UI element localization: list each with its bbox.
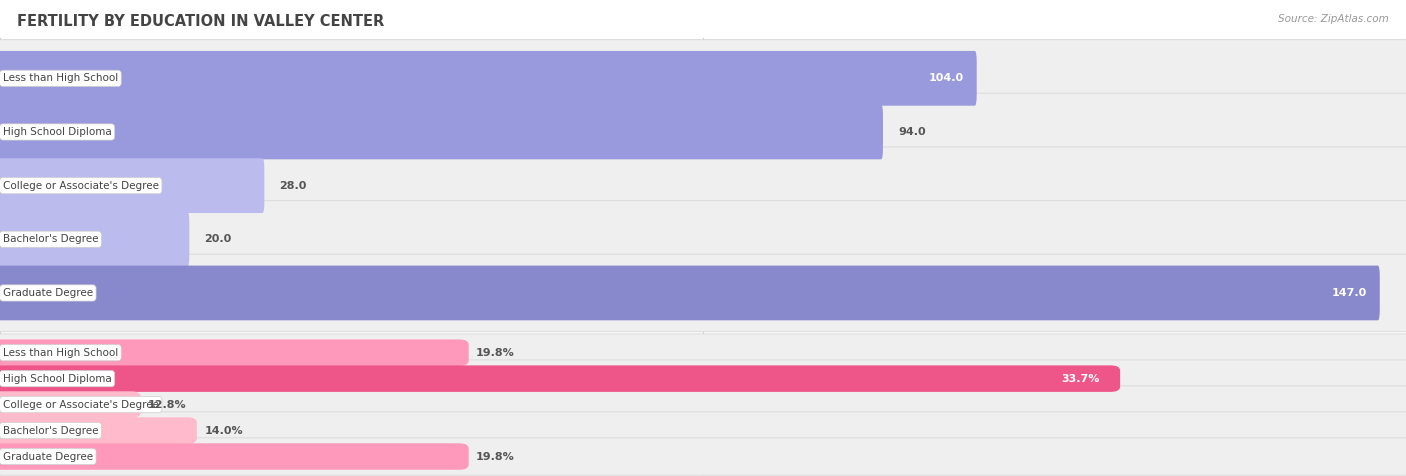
FancyBboxPatch shape xyxy=(0,391,141,418)
Text: 12.8%: 12.8% xyxy=(148,399,187,410)
Text: 19.8%: 19.8% xyxy=(477,347,515,357)
FancyBboxPatch shape xyxy=(0,51,977,106)
Text: 94.0: 94.0 xyxy=(898,127,925,137)
FancyBboxPatch shape xyxy=(0,443,468,470)
Text: FERTILITY BY EDUCATION IN VALLEY CENTER: FERTILITY BY EDUCATION IN VALLEY CENTER xyxy=(17,14,384,30)
Text: 14.0%: 14.0% xyxy=(204,426,243,436)
FancyBboxPatch shape xyxy=(0,200,1406,278)
Text: Bachelor's Degree: Bachelor's Degree xyxy=(3,234,98,244)
FancyBboxPatch shape xyxy=(0,386,1406,423)
FancyBboxPatch shape xyxy=(0,339,468,366)
Text: 104.0: 104.0 xyxy=(928,73,963,83)
FancyBboxPatch shape xyxy=(0,366,1121,392)
Text: 20.0: 20.0 xyxy=(204,234,232,244)
Text: Less than High School: Less than High School xyxy=(3,73,118,83)
FancyBboxPatch shape xyxy=(0,105,883,159)
Text: 147.0: 147.0 xyxy=(1331,288,1367,298)
Text: College or Associate's Degree: College or Associate's Degree xyxy=(3,180,159,191)
FancyBboxPatch shape xyxy=(0,360,1406,397)
Text: 33.7%: 33.7% xyxy=(1062,374,1099,384)
Text: Source: ZipAtlas.com: Source: ZipAtlas.com xyxy=(1278,14,1389,24)
FancyBboxPatch shape xyxy=(0,40,1406,117)
Text: Graduate Degree: Graduate Degree xyxy=(3,452,93,462)
FancyBboxPatch shape xyxy=(0,334,1406,371)
FancyBboxPatch shape xyxy=(0,93,1406,171)
Text: Graduate Degree: Graduate Degree xyxy=(3,288,93,298)
FancyBboxPatch shape xyxy=(0,212,190,267)
Text: Bachelor's Degree: Bachelor's Degree xyxy=(3,426,98,436)
FancyBboxPatch shape xyxy=(0,254,1406,332)
Text: College or Associate's Degree: College or Associate's Degree xyxy=(3,399,159,410)
Text: 19.8%: 19.8% xyxy=(477,452,515,462)
FancyBboxPatch shape xyxy=(0,266,1379,320)
FancyBboxPatch shape xyxy=(0,417,197,444)
Text: Less than High School: Less than High School xyxy=(3,347,118,357)
FancyBboxPatch shape xyxy=(0,438,1406,475)
Text: High School Diploma: High School Diploma xyxy=(3,127,111,137)
FancyBboxPatch shape xyxy=(0,159,264,213)
Text: High School Diploma: High School Diploma xyxy=(3,374,111,384)
FancyBboxPatch shape xyxy=(0,147,1406,224)
FancyBboxPatch shape xyxy=(0,412,1406,449)
Text: 28.0: 28.0 xyxy=(280,180,307,191)
